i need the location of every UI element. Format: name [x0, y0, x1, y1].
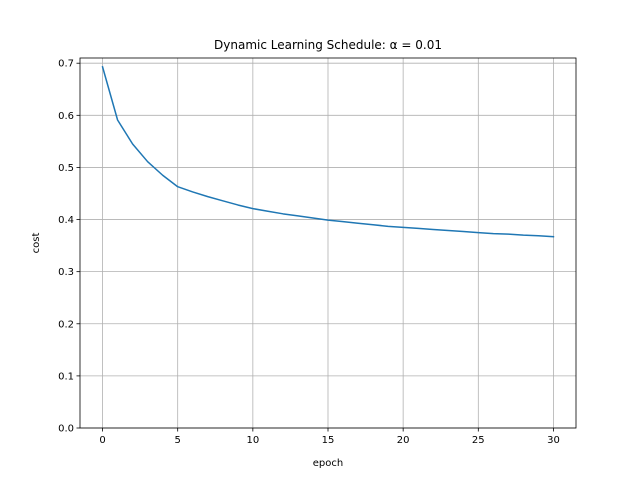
x-tick-label: 10 [246, 435, 259, 446]
x-tick-label: 30 [547, 435, 560, 446]
y-axis-label: cost [31, 233, 42, 254]
y-axis-ticks: 0.0 0.1 0.2 0.3 0.4 0.5 0.6 0.7 [58, 59, 80, 435]
y-tick-label: 0.0 [58, 424, 74, 435]
x-axis-ticks: 0 5 10 15 20 25 30 [99, 428, 560, 446]
chart-title: Dynamic Learning Schedule: α = 0.01 [214, 38, 442, 52]
y-tick-label: 0.6 [58, 111, 74, 122]
x-tick-label: 25 [472, 435, 485, 446]
x-gridlines [102, 58, 554, 428]
y-tick-label: 0.4 [58, 215, 74, 226]
series-layer [101, 65, 555, 238]
y-tick-label: 0.3 [58, 267, 74, 278]
x-tick-label: 20 [397, 435, 410, 446]
y-tick-label: 0.7 [58, 59, 74, 70]
x-tick-label: 0 [99, 435, 105, 446]
cost-series-line [101, 65, 555, 238]
x-axis-label: epoch [313, 458, 343, 469]
x-tick-label: 5 [175, 435, 181, 446]
y-tick-label: 0.5 [58, 163, 74, 174]
x-tick-label: 15 [322, 435, 335, 446]
y-tick-label: 0.2 [58, 319, 74, 330]
y-tick-label: 0.1 [58, 371, 74, 382]
